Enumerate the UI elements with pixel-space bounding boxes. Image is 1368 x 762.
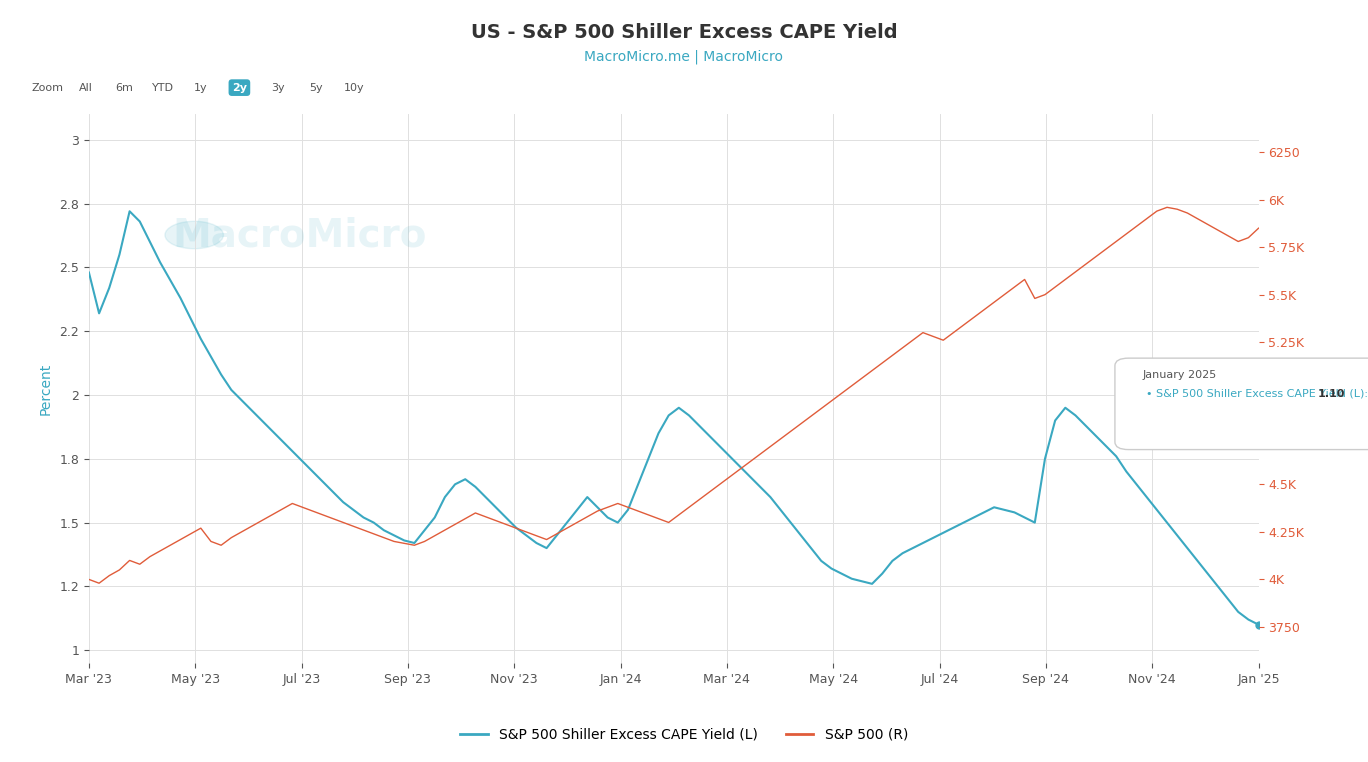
Text: • S&P 500 Shiller Excess CAPE Yield (L):: • S&P 500 Shiller Excess CAPE Yield (L): <box>1146 389 1368 399</box>
Text: All: All <box>79 82 93 93</box>
Legend: S&P 500 Shiller Excess CAPE Yield (L), S&P 500 (R): S&P 500 Shiller Excess CAPE Yield (L), S… <box>454 722 914 748</box>
Text: 1.10: 1.10 <box>1317 389 1345 399</box>
Text: 5y: 5y <box>309 82 323 93</box>
Y-axis label: Percent: Percent <box>38 363 52 415</box>
Text: YTD: YTD <box>152 82 174 93</box>
Text: MacroMicro: MacroMicro <box>172 216 427 254</box>
Text: Zoom: Zoom <box>31 82 64 93</box>
Text: 10y: 10y <box>343 82 365 93</box>
Text: 1y: 1y <box>194 82 208 93</box>
Text: 3y: 3y <box>271 82 285 93</box>
Circle shape <box>166 221 223 248</box>
Text: 2y: 2y <box>233 82 246 93</box>
Text: US - S&P 500 Shiller Excess CAPE Yield: US - S&P 500 Shiller Excess CAPE Yield <box>471 23 897 42</box>
Text: January 2025: January 2025 <box>1142 370 1216 379</box>
Y-axis label: Index: Index <box>1312 370 1326 408</box>
Text: 6m: 6m <box>115 82 134 93</box>
Text: MacroMicro.me | MacroMicro: MacroMicro.me | MacroMicro <box>584 50 784 64</box>
